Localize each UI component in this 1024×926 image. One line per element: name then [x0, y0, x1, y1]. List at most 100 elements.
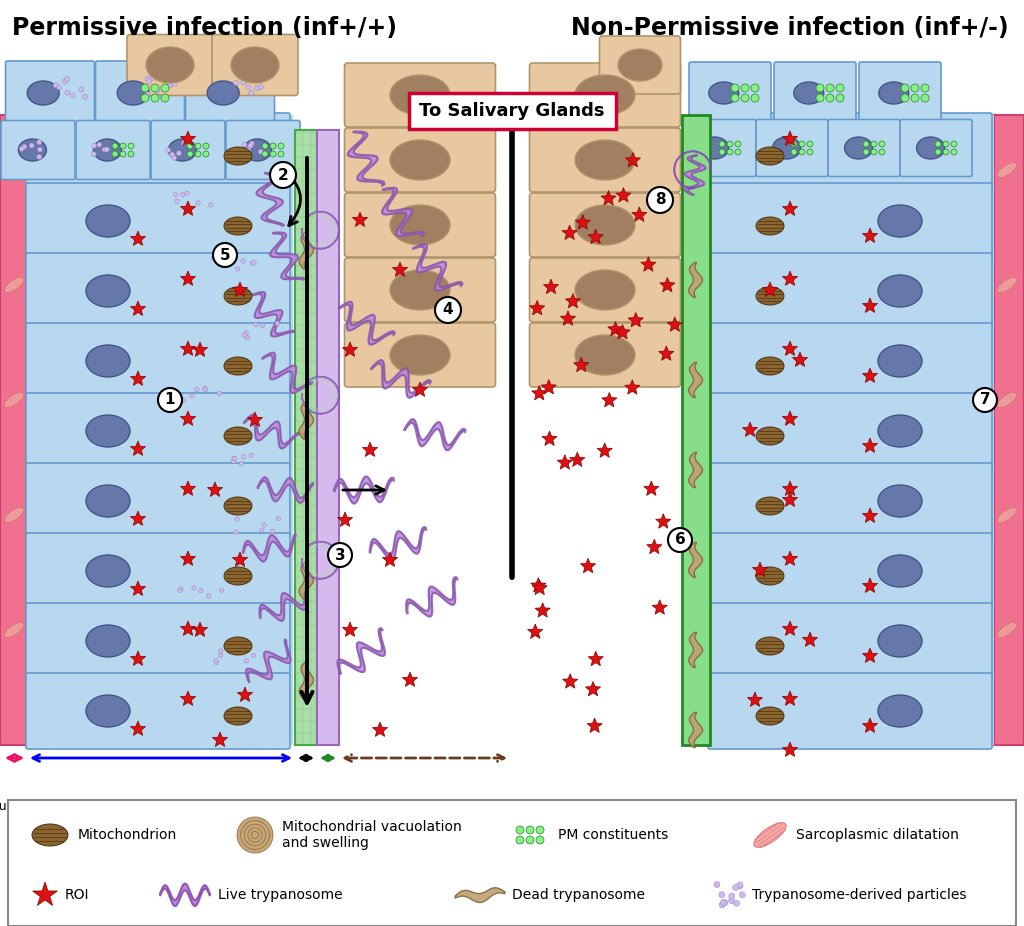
Polygon shape — [402, 672, 418, 686]
Text: To Salivary Glands: To Salivary Glands — [419, 102, 605, 120]
Ellipse shape — [997, 162, 1017, 178]
Circle shape — [751, 94, 759, 102]
Polygon shape — [560, 311, 575, 325]
FancyBboxPatch shape — [226, 120, 300, 180]
Polygon shape — [862, 368, 878, 382]
FancyBboxPatch shape — [151, 120, 225, 180]
Circle shape — [170, 152, 175, 157]
Circle shape — [719, 892, 725, 898]
Polygon shape — [407, 577, 458, 617]
Polygon shape — [130, 721, 145, 735]
Circle shape — [175, 199, 179, 204]
Text: 6: 6 — [675, 532, 685, 547]
Polygon shape — [689, 262, 702, 297]
FancyBboxPatch shape — [529, 258, 681, 322]
Circle shape — [161, 94, 166, 99]
Circle shape — [719, 149, 725, 155]
Polygon shape — [180, 201, 196, 216]
Circle shape — [145, 92, 151, 96]
Ellipse shape — [224, 707, 252, 725]
Ellipse shape — [4, 622, 24, 637]
Circle shape — [196, 201, 201, 206]
Circle shape — [435, 297, 461, 323]
Circle shape — [254, 86, 259, 91]
Polygon shape — [232, 552, 248, 567]
Circle shape — [82, 94, 87, 99]
Polygon shape — [668, 317, 682, 332]
Circle shape — [278, 151, 284, 157]
Circle shape — [177, 588, 182, 593]
Circle shape — [120, 151, 126, 157]
Circle shape — [741, 94, 749, 102]
Polygon shape — [753, 562, 768, 577]
Ellipse shape — [224, 217, 252, 235]
Polygon shape — [689, 362, 702, 397]
Ellipse shape — [224, 567, 252, 585]
Circle shape — [146, 79, 152, 84]
Circle shape — [935, 149, 941, 155]
Polygon shape — [652, 600, 668, 614]
Polygon shape — [404, 419, 465, 450]
Polygon shape — [782, 131, 798, 145]
Polygon shape — [782, 742, 798, 757]
Text: Dead trypanosome: Dead trypanosome — [512, 888, 645, 902]
Polygon shape — [532, 581, 547, 594]
Circle shape — [180, 193, 185, 197]
Circle shape — [203, 143, 209, 149]
Polygon shape — [238, 687, 253, 702]
Polygon shape — [659, 278, 675, 292]
Ellipse shape — [86, 345, 130, 377]
Circle shape — [234, 517, 240, 521]
Polygon shape — [862, 298, 878, 312]
Ellipse shape — [700, 137, 728, 159]
Circle shape — [189, 394, 195, 398]
Circle shape — [731, 94, 739, 102]
Polygon shape — [252, 292, 295, 336]
Polygon shape — [626, 153, 641, 167]
Ellipse shape — [237, 817, 273, 853]
Circle shape — [79, 87, 84, 92]
Circle shape — [128, 143, 134, 149]
Circle shape — [167, 83, 172, 88]
FancyBboxPatch shape — [212, 34, 298, 95]
Polygon shape — [803, 632, 817, 646]
Polygon shape — [529, 300, 545, 315]
Polygon shape — [782, 271, 798, 285]
Circle shape — [719, 141, 725, 147]
Circle shape — [102, 147, 108, 152]
FancyBboxPatch shape — [859, 62, 941, 124]
Text: 2: 2 — [278, 168, 289, 182]
Circle shape — [943, 149, 949, 155]
Circle shape — [250, 261, 255, 266]
Circle shape — [112, 143, 118, 149]
Circle shape — [871, 149, 877, 155]
Circle shape — [240, 461, 244, 466]
Circle shape — [921, 94, 929, 102]
Circle shape — [151, 94, 159, 102]
Text: 5: 5 — [220, 247, 230, 262]
Ellipse shape — [224, 357, 252, 375]
Polygon shape — [615, 324, 630, 339]
Circle shape — [816, 94, 824, 102]
Circle shape — [735, 149, 741, 155]
FancyBboxPatch shape — [344, 258, 496, 322]
Polygon shape — [782, 691, 798, 706]
Circle shape — [172, 81, 177, 86]
Circle shape — [176, 151, 181, 156]
Circle shape — [241, 80, 246, 84]
Ellipse shape — [878, 555, 922, 587]
Circle shape — [22, 144, 27, 149]
Circle shape — [791, 149, 797, 155]
Ellipse shape — [878, 345, 922, 377]
Ellipse shape — [756, 427, 784, 445]
Circle shape — [233, 81, 239, 85]
Ellipse shape — [224, 497, 252, 515]
Polygon shape — [33, 882, 57, 906]
Polygon shape — [342, 622, 357, 636]
Circle shape — [65, 77, 70, 81]
Polygon shape — [782, 201, 798, 216]
Polygon shape — [299, 231, 313, 269]
Polygon shape — [689, 453, 702, 487]
Circle shape — [173, 193, 178, 197]
Polygon shape — [862, 648, 878, 662]
